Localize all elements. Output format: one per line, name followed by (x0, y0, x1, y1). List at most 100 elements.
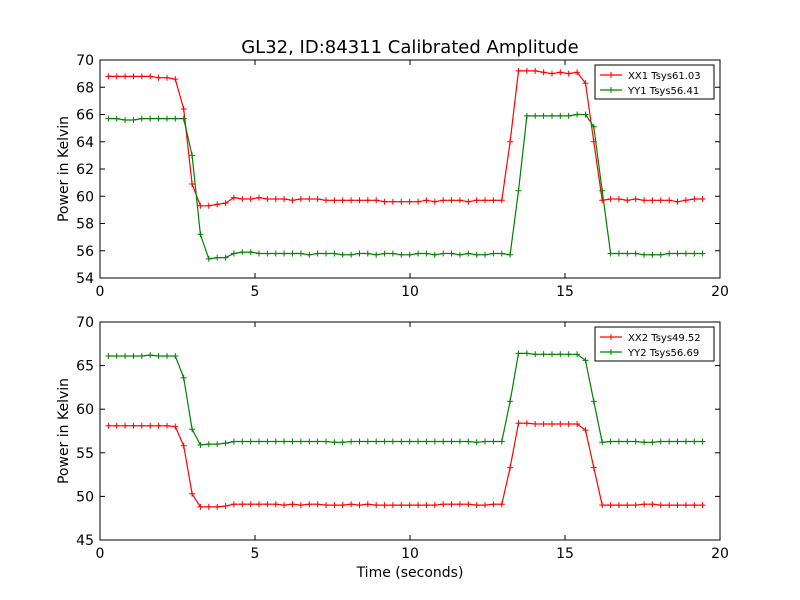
data-point-marker (666, 502, 673, 509)
data-point-marker (691, 250, 698, 257)
y-tick-label: 70 (76, 53, 94, 69)
data-point-marker (306, 251, 313, 258)
data-point-marker (180, 442, 187, 449)
series-2-2 (105, 350, 706, 448)
x-axis-label: Time (seconds) (356, 565, 464, 581)
legend-label: YY1 Tsys56.41 (627, 86, 699, 97)
data-point-marker (155, 353, 162, 359)
data-point-marker (247, 249, 254, 256)
data-point-marker (549, 70, 555, 77)
data-point-marker (691, 502, 698, 509)
data-point-marker (205, 503, 212, 510)
legend-label: YY2 Tsys56.69 (627, 348, 699, 359)
data-point-marker (147, 422, 154, 429)
data-point-marker (406, 251, 413, 258)
data-point-marker (565, 112, 572, 119)
data-point-marker (197, 231, 204, 238)
data-point-marker (214, 201, 221, 208)
data-point-marker (473, 251, 480, 258)
data-point-marker (515, 420, 522, 427)
data-point-marker (507, 398, 514, 405)
data-point-marker (431, 251, 438, 258)
data-point-marker (465, 198, 472, 205)
data-point-marker (389, 502, 396, 509)
data-point-marker (172, 423, 179, 430)
y-tick-label: 58 (76, 217, 94, 233)
data-point-marker (289, 197, 296, 204)
data-point-marker (122, 117, 129, 123)
data-point-marker (674, 198, 681, 205)
data-point-marker (540, 421, 547, 427)
data-point-marker (641, 501, 648, 508)
data-point-marker (230, 501, 237, 508)
x-tick-label: 5 (251, 546, 260, 562)
data-point-marker (532, 351, 539, 358)
legend-swatch-marker (608, 334, 614, 340)
data-point-marker (557, 421, 564, 427)
data-point-marker (331, 502, 338, 509)
x-tick-label: 0 (96, 284, 105, 300)
data-point-marker (615, 438, 622, 445)
data-point-marker (448, 501, 455, 508)
x-tick-label: 20 (711, 284, 729, 300)
legend-item: XX1 Tsys61.03 (600, 71, 701, 82)
data-point-marker (323, 502, 329, 509)
data-point-marker (122, 73, 129, 80)
data-point-marker (314, 501, 321, 508)
data-point-marker (523, 420, 530, 427)
data-point-marker (256, 194, 262, 201)
data-point-marker (490, 250, 497, 257)
data-point-marker (164, 74, 170, 81)
data-point-marker (482, 438, 488, 445)
data-point-marker (465, 250, 472, 257)
data-point-marker (398, 251, 405, 258)
data-point-marker (565, 421, 572, 427)
data-point-marker (172, 115, 179, 122)
data-point-marker (682, 502, 689, 509)
data-point-marker (465, 501, 472, 508)
data-point-marker (239, 438, 246, 445)
data-point-marker (666, 438, 673, 445)
data-point-marker (256, 438, 262, 445)
data-point-marker (381, 250, 388, 257)
data-point-marker (373, 502, 380, 509)
data-point-marker (239, 249, 246, 256)
y-tick-label: 70 (76, 315, 94, 331)
series-line (108, 113, 703, 260)
data-point-marker (641, 251, 648, 258)
data-point-marker (523, 350, 530, 357)
data-point-marker (574, 69, 581, 76)
data-point-marker (339, 251, 346, 258)
data-point-marker (214, 441, 221, 448)
y-axis-label: Power in Kelvin (56, 116, 72, 222)
data-point-marker (230, 194, 237, 201)
legend-item: XX2 Tsys49.52 (600, 333, 701, 344)
data-point-marker (364, 197, 371, 204)
data-point-marker (331, 250, 338, 257)
data-point-marker (540, 112, 547, 119)
data-point-marker (423, 502, 430, 509)
data-point-marker (398, 198, 405, 205)
data-point-marker (297, 438, 304, 445)
data-point-marker (205, 202, 212, 209)
legend-box (594, 64, 715, 100)
data-point-marker (373, 197, 380, 204)
data-point-marker (138, 353, 145, 359)
data-point-marker (448, 438, 455, 445)
data-point-marker (549, 112, 555, 119)
data-point-marker (381, 198, 388, 205)
data-point-marker (682, 197, 689, 204)
x-tick-label: 10 (401, 284, 419, 300)
data-point-marker (281, 250, 288, 257)
data-point-marker (323, 250, 329, 257)
data-point-marker (507, 251, 514, 258)
data-point-marker (657, 197, 664, 204)
data-point-marker (264, 501, 271, 508)
data-point-marker (389, 250, 396, 257)
y-tick-label: 50 (76, 489, 94, 505)
data-point-marker (356, 438, 363, 445)
data-point-marker (138, 422, 145, 429)
data-point-marker (230, 250, 237, 257)
data-point-marker (339, 439, 346, 446)
data-point-marker (523, 112, 530, 119)
